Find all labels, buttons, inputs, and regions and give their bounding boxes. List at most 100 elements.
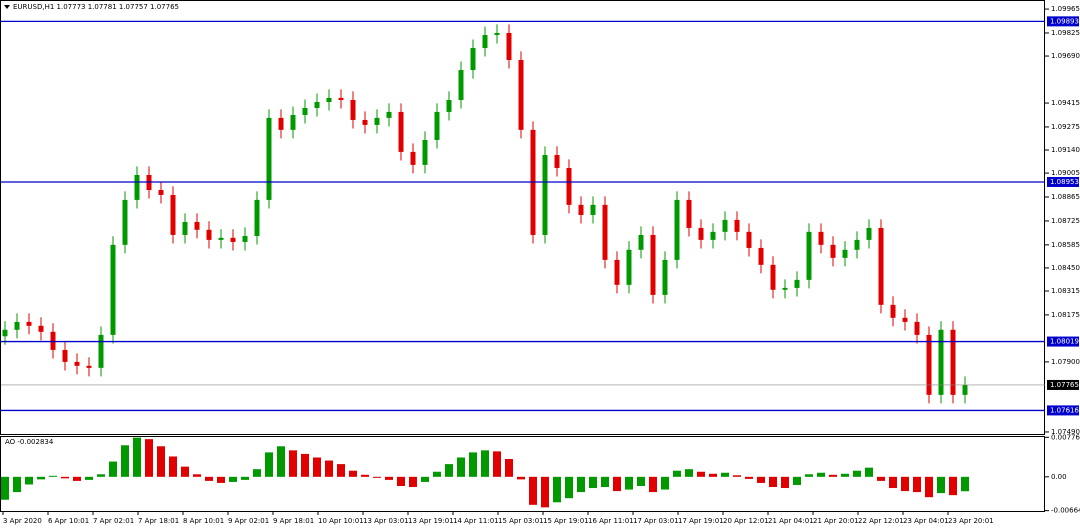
ao-bar bbox=[853, 470, 861, 477]
level-label-box bbox=[1047, 336, 1079, 347]
y-tick-label: 1.08585 bbox=[1051, 241, 1080, 249]
candle-body bbox=[458, 70, 464, 100]
header-arrow bbox=[4, 5, 10, 9]
y-tick-label: 0.00 bbox=[1051, 473, 1067, 481]
candle-body bbox=[422, 139, 428, 165]
ao-label: AO -0.002834 bbox=[5, 438, 54, 446]
ao-bar bbox=[265, 452, 273, 477]
candle-body bbox=[446, 99, 452, 112]
ao-bar bbox=[769, 476, 777, 488]
y-tick-label: 0.007761 bbox=[1051, 433, 1080, 441]
candle-body bbox=[842, 249, 848, 258]
ao-bar bbox=[421, 476, 429, 482]
ao-bar bbox=[661, 476, 669, 490]
x-tick-label: 13 Apr 19:01 bbox=[408, 517, 454, 525]
main-panel bbox=[0, 0, 1045, 435]
ao-bar bbox=[805, 474, 813, 477]
y-tick-label: 1.09965 bbox=[1051, 5, 1080, 13]
candle-body bbox=[98, 334, 104, 368]
level-label: 1.08953 bbox=[1050, 178, 1079, 186]
ao-bar bbox=[721, 472, 729, 477]
ao-bar bbox=[493, 451, 501, 477]
x-tick-label: 9 Apr 02:01 bbox=[228, 517, 269, 525]
candle-body bbox=[86, 365, 92, 368]
candle-body bbox=[962, 384, 968, 395]
candle-body bbox=[506, 32, 512, 60]
candle-body bbox=[362, 119, 368, 125]
ao-bar bbox=[961, 476, 969, 492]
candle-body bbox=[854, 239, 860, 250]
ao-bar bbox=[85, 476, 93, 480]
candle-body bbox=[914, 321, 920, 335]
candle-body bbox=[770, 264, 776, 290]
candle-body bbox=[494, 32, 500, 36]
x-tick-label: 21 Apr 20:01 bbox=[813, 517, 859, 525]
ao-bar bbox=[157, 446, 165, 477]
candle-body bbox=[938, 329, 944, 395]
x-tick-label: 21 Apr 04:01 bbox=[768, 517, 814, 525]
candle-body bbox=[590, 204, 596, 215]
ao-bar bbox=[109, 461, 117, 477]
ao-bar bbox=[601, 476, 609, 488]
candle-body bbox=[818, 231, 824, 245]
y-tick-label: -0.006642 bbox=[1051, 507, 1080, 515]
ao-bar bbox=[649, 476, 657, 493]
candle-body bbox=[746, 231, 752, 248]
ao-bar bbox=[289, 450, 297, 477]
ao-bar bbox=[841, 473, 849, 477]
level-label-box bbox=[1047, 176, 1079, 187]
current-price-box bbox=[1047, 379, 1079, 390]
x-tick-label: 17 Apr 19:01 bbox=[678, 517, 724, 525]
candle-body bbox=[326, 97, 332, 103]
ao-bar bbox=[469, 452, 477, 477]
candle-body bbox=[302, 107, 308, 115]
y-tick-label: 1.08175 bbox=[1051, 311, 1080, 319]
ao-bar bbox=[685, 469, 693, 477]
ao-bar bbox=[709, 473, 717, 477]
candle-body bbox=[410, 151, 416, 165]
candle-body bbox=[926, 334, 932, 395]
ao-bar bbox=[697, 471, 705, 477]
level-label-box bbox=[1047, 16, 1079, 27]
y-tick-label: 1.08865 bbox=[1051, 193, 1080, 201]
ao-bar bbox=[577, 476, 585, 493]
ao-bar bbox=[73, 476, 81, 481]
x-tick-label: 10 Apr 10:01 bbox=[318, 517, 364, 525]
ao-bar bbox=[937, 476, 945, 494]
level-label: 1.07616 bbox=[1050, 406, 1079, 414]
candle-body bbox=[14, 321, 20, 330]
ao-bar bbox=[481, 450, 489, 477]
x-tick-label: 7 Apr 02:01 bbox=[93, 517, 134, 525]
candle-body bbox=[374, 117, 380, 125]
x-tick-label: 16 Apr 11:01 bbox=[588, 517, 634, 525]
ao-bar bbox=[181, 466, 189, 477]
candle-body bbox=[674, 199, 680, 260]
x-tick-label: 15 Apr 03:01 bbox=[498, 517, 544, 525]
ao-bar bbox=[313, 457, 321, 477]
candle-body bbox=[74, 361, 80, 366]
x-tick-label: 23 Apr 04:01 bbox=[903, 517, 949, 525]
candle-body bbox=[290, 114, 296, 130]
candle-body bbox=[578, 204, 584, 215]
candle-body bbox=[950, 329, 956, 395]
y-tick-label: 1.09690 bbox=[1051, 52, 1080, 60]
ao-bar bbox=[361, 474, 369, 477]
ao-bar bbox=[757, 476, 765, 483]
x-tick-label: 23 Apr 20:01 bbox=[948, 517, 994, 525]
x-tick-label: 9 Apr 18:01 bbox=[273, 517, 314, 525]
ao-bar bbox=[193, 474, 201, 477]
x-tick-label: 8 Apr 10:01 bbox=[183, 517, 224, 525]
candle-body bbox=[890, 304, 896, 318]
ao-bar bbox=[61, 476, 69, 479]
ao-bar bbox=[553, 476, 561, 503]
ao-bar bbox=[877, 476, 885, 481]
candle-body bbox=[878, 227, 884, 305]
candle-body bbox=[722, 219, 728, 232]
y-tick-label: 1.09275 bbox=[1051, 123, 1080, 131]
candle-body bbox=[386, 111, 392, 118]
candle-body bbox=[470, 48, 476, 71]
candle-body bbox=[434, 111, 440, 140]
ao-bar bbox=[133, 437, 141, 477]
x-tick-label: 22 Apr 12:01 bbox=[858, 517, 904, 525]
